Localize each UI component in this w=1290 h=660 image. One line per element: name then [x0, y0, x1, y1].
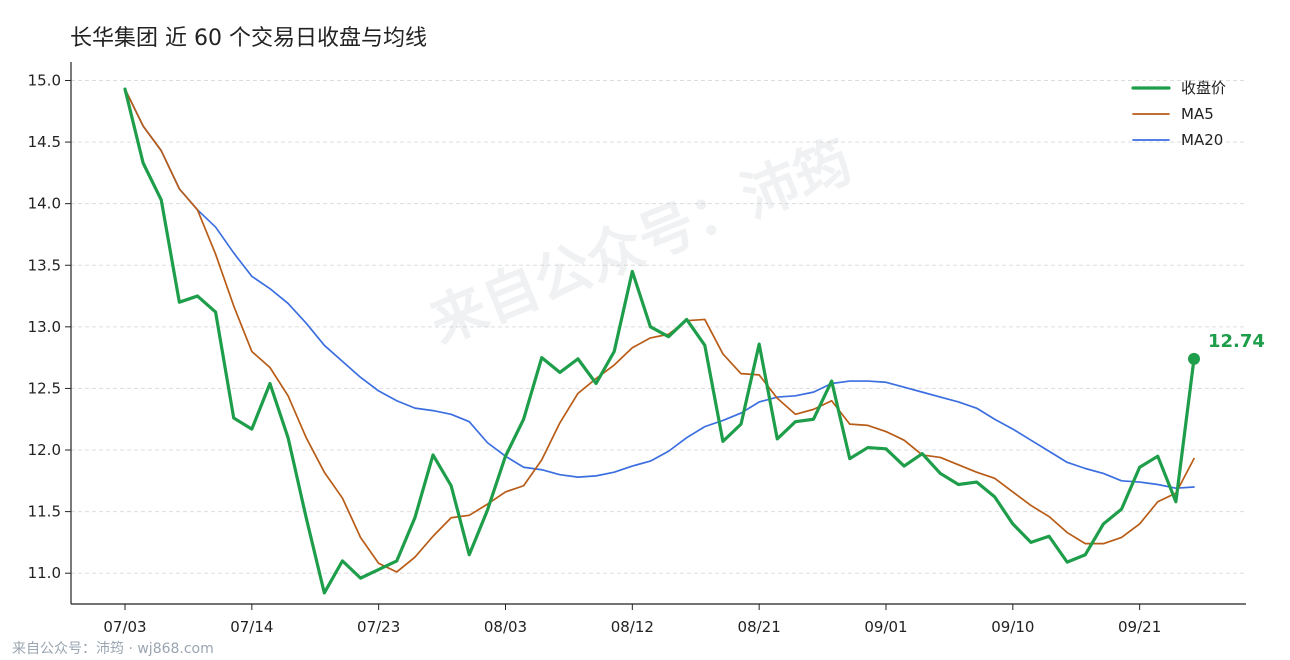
y-tick-label: 13.5 — [28, 256, 61, 274]
series-line-close — [123, 87, 1196, 595]
watermark-text: 来自公众号：沛筠 — [421, 129, 861, 357]
legend-label-ma5: MA5 — [1181, 105, 1214, 123]
series-layer: 12.74 — [123, 87, 1265, 595]
y-tick-label: 11.5 — [28, 503, 61, 521]
x-tick-label: 08/21 — [738, 618, 781, 636]
y-tick-label: 14.5 — [28, 133, 61, 151]
grid-layer — [71, 79, 1246, 574]
x-tick-label: 08/03 — [484, 618, 527, 636]
chart-title: 长华集团 近 60 个交易日收盘与均线 — [70, 26, 427, 51]
x-tick-label: 09/21 — [1118, 618, 1161, 636]
x-tick-label: 07/23 — [357, 618, 400, 636]
legend-label-ma20: MA20 — [1181, 131, 1223, 149]
last-close-point — [1188, 352, 1200, 365]
x-tick-label: 09/10 — [991, 618, 1034, 636]
legend: 收盘价 MA5 MA20 — [1131, 79, 1226, 149]
y-tick-label: 14.0 — [28, 195, 61, 213]
series-line-ma5 — [124, 88, 1195, 573]
last-close-label: 12.74 — [1208, 331, 1265, 352]
y-tick-label: 15.0 — [28, 71, 61, 89]
axes-layer: 11.0 11.5 12.0 12.5 13.0 13.5 14.0 14.5 15.0 07/0… — [28, 62, 1246, 636]
y-tick-label: 12.5 — [28, 379, 61, 397]
y-tick-label: 12.0 — [28, 441, 61, 459]
series-line-ma20 — [124, 88, 1195, 490]
y-tick-label: 13.0 — [28, 318, 61, 336]
legend-label-close: 收盘价 — [1181, 79, 1226, 97]
x-tick-label: 08/12 — [611, 618, 654, 636]
y-tick-label: 11.0 — [28, 564, 61, 582]
x-tick-label: 09/01 — [864, 618, 907, 636]
x-tick-label: 07/03 — [103, 618, 146, 636]
x-tick-label: 07/14 — [230, 618, 273, 636]
footer-credit: 来自公众号：沛筠 · wj868.com — [12, 641, 214, 657]
